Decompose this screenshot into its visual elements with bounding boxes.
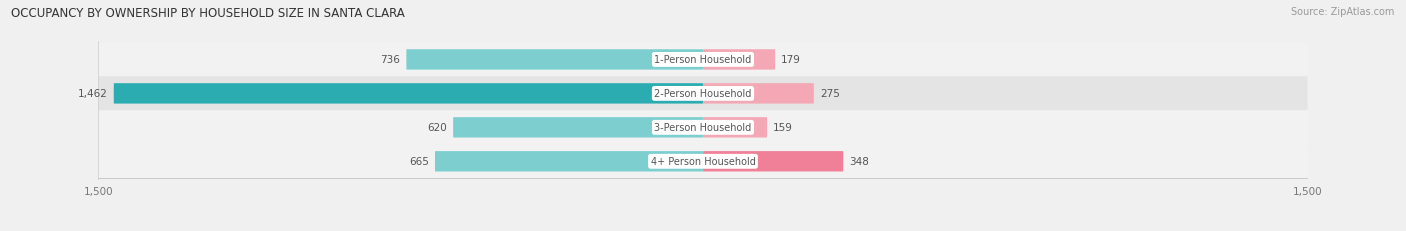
- Text: 2-Person Household: 2-Person Household: [654, 89, 752, 99]
- Text: 1,462: 1,462: [77, 89, 108, 99]
- Text: 1-Person Household: 1-Person Household: [654, 55, 752, 65]
- Text: 348: 348: [849, 157, 869, 167]
- FancyBboxPatch shape: [703, 50, 775, 70]
- Text: 4+ Person Household: 4+ Person Household: [651, 157, 755, 167]
- Text: 3-Person Household: 3-Person Household: [654, 123, 752, 133]
- Text: 179: 179: [782, 55, 801, 65]
- FancyBboxPatch shape: [98, 111, 1308, 145]
- FancyBboxPatch shape: [98, 145, 1308, 179]
- Text: Source: ZipAtlas.com: Source: ZipAtlas.com: [1291, 7, 1395, 17]
- FancyBboxPatch shape: [114, 84, 703, 104]
- FancyBboxPatch shape: [98, 77, 1308, 111]
- FancyBboxPatch shape: [434, 152, 703, 172]
- FancyBboxPatch shape: [703, 118, 768, 138]
- FancyBboxPatch shape: [98, 43, 1308, 77]
- FancyBboxPatch shape: [703, 152, 844, 172]
- Text: OCCUPANCY BY OWNERSHIP BY HOUSEHOLD SIZE IN SANTA CLARA: OCCUPANCY BY OWNERSHIP BY HOUSEHOLD SIZE…: [11, 7, 405, 20]
- FancyBboxPatch shape: [703, 84, 814, 104]
- FancyBboxPatch shape: [453, 118, 703, 138]
- Text: 736: 736: [381, 55, 401, 65]
- Text: 159: 159: [773, 123, 793, 133]
- Text: 275: 275: [820, 89, 839, 99]
- Text: 620: 620: [427, 123, 447, 133]
- FancyBboxPatch shape: [406, 50, 703, 70]
- Text: 665: 665: [409, 157, 429, 167]
